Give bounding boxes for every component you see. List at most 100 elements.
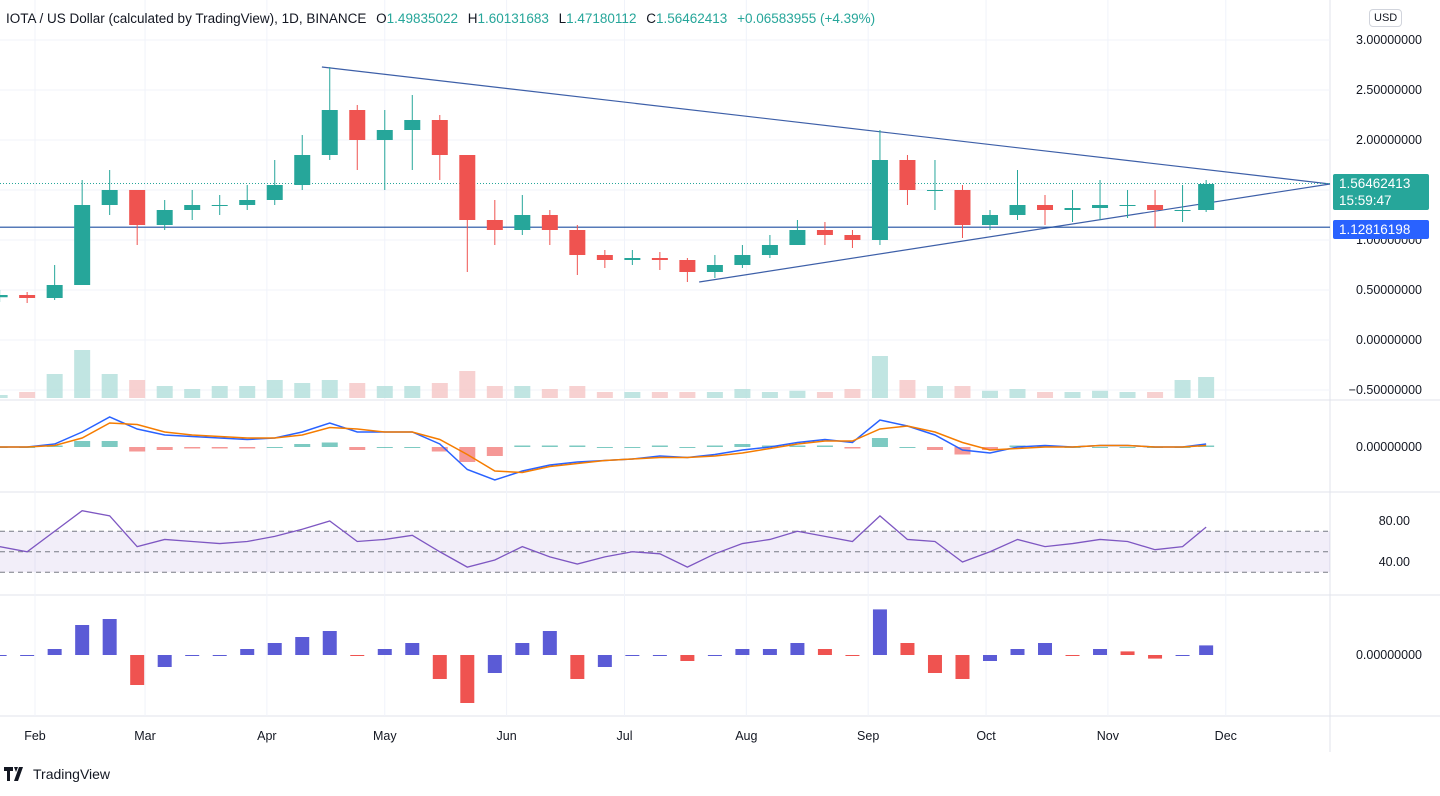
x-tick-label: Nov bbox=[1097, 729, 1120, 743]
candle-body bbox=[294, 155, 311, 185]
oscillator-bar bbox=[900, 643, 915, 655]
oscillator-tick-label: 0.00000000 bbox=[1356, 648, 1422, 662]
price-tick-label: 0.00000000 bbox=[1356, 333, 1422, 347]
volume-bar bbox=[541, 389, 558, 398]
macd-histogram-bar bbox=[294, 444, 311, 447]
price-tick-label: −0.50000000 bbox=[1349, 383, 1422, 397]
volume-bar bbox=[294, 383, 311, 398]
x-tick-label: Jul bbox=[617, 729, 633, 743]
macd-histogram-bar bbox=[486, 447, 503, 456]
macd-histogram-bar bbox=[679, 447, 696, 448]
oscillator-bar bbox=[157, 655, 172, 667]
candle-body bbox=[404, 120, 421, 130]
oscillator-bar bbox=[652, 655, 667, 656]
volume-bar bbox=[871, 356, 888, 398]
volume-bar bbox=[1037, 392, 1054, 398]
oscillator-bar bbox=[1010, 649, 1025, 655]
candle-body bbox=[1064, 208, 1081, 210]
macd-tick-label: 0.00000000 bbox=[1356, 440, 1422, 454]
oscillator-bar bbox=[515, 643, 530, 655]
oscillator-bar bbox=[267, 643, 282, 655]
candle-body bbox=[211, 205, 228, 206]
oscillator-bar bbox=[762, 649, 777, 655]
volume-bar bbox=[459, 371, 476, 398]
macd-histogram-bar bbox=[74, 441, 91, 447]
volume-bar bbox=[1009, 389, 1026, 398]
candle-body bbox=[954, 190, 971, 225]
candle-body bbox=[899, 160, 916, 190]
oscillator-bar bbox=[1175, 655, 1190, 656]
oscillator-bar bbox=[1120, 651, 1135, 655]
volume-bar bbox=[981, 390, 998, 398]
oscillator-bar bbox=[240, 649, 255, 655]
oscillator-bar bbox=[487, 655, 502, 673]
oscillator-bar bbox=[460, 655, 475, 703]
x-tick-label: Dec bbox=[1215, 729, 1237, 743]
oscillator-bar bbox=[735, 649, 750, 655]
candle-body bbox=[101, 190, 118, 205]
oscillator-bar bbox=[322, 631, 337, 655]
oscillator-bar bbox=[817, 649, 832, 655]
low-value: 1.47180112 bbox=[566, 11, 637, 26]
macd-histogram-bar bbox=[156, 447, 173, 450]
volume-bar bbox=[651, 392, 668, 398]
macd-histogram-bar bbox=[266, 447, 283, 448]
candle-body bbox=[596, 255, 613, 260]
volume-bar bbox=[761, 392, 778, 398]
oscillator-bar bbox=[707, 655, 722, 656]
legend-header: IOTA / US Dollar (calculated by TradingV… bbox=[6, 11, 876, 26]
oscillator-bar bbox=[20, 655, 35, 656]
price-tick-label: 3.00000000 bbox=[1356, 33, 1422, 47]
oscillator-bar bbox=[432, 655, 447, 679]
macd-histogram-bar bbox=[789, 445, 806, 447]
x-tick-label: Feb bbox=[24, 729, 46, 743]
candle-body bbox=[1147, 205, 1164, 210]
oscillator-bar bbox=[185, 655, 200, 656]
price-tick-label: 0.50000000 bbox=[1356, 283, 1422, 297]
volume-bar bbox=[101, 374, 118, 398]
macd-histogram-bar bbox=[129, 447, 146, 452]
candle-body bbox=[459, 155, 476, 220]
macd-histogram-bar bbox=[184, 447, 201, 449]
candle-body bbox=[651, 258, 668, 260]
tradingview-logo[interactable]: TradingView bbox=[4, 766, 110, 782]
candle-body bbox=[624, 258, 641, 260]
volume-bar bbox=[926, 386, 943, 398]
volume-bar bbox=[1064, 392, 1081, 398]
volume-bar bbox=[19, 392, 36, 398]
x-tick-label: Apr bbox=[257, 729, 276, 743]
high-value: 1.60131683 bbox=[477, 11, 549, 26]
x-tick-label: May bbox=[373, 729, 397, 743]
volume-bar bbox=[706, 392, 723, 398]
candle-body bbox=[1009, 205, 1026, 215]
volume-bar bbox=[844, 389, 861, 398]
macd-histogram-bar bbox=[596, 447, 613, 448]
oscillator-bar bbox=[597, 655, 612, 667]
volume-bar bbox=[679, 392, 696, 398]
rsi-line bbox=[0, 510, 1207, 568]
candle-body bbox=[734, 255, 751, 265]
candle-body bbox=[789, 230, 806, 245]
currency-button[interactable]: USD bbox=[1369, 9, 1403, 27]
oscillator-bar bbox=[625, 655, 640, 656]
x-tick-label: Oct bbox=[976, 729, 996, 743]
macd-histogram-bar bbox=[651, 445, 668, 447]
volume-bar bbox=[129, 380, 146, 398]
volume-bar bbox=[0, 395, 8, 398]
macd-histogram-bar bbox=[211, 447, 228, 449]
signal-line bbox=[0, 422, 1207, 474]
oscillator-bar bbox=[542, 631, 557, 655]
oscillator-bar bbox=[47, 649, 62, 655]
close-value: 1.56462413 bbox=[655, 11, 728, 26]
oscillator-bar bbox=[75, 625, 90, 655]
oscillator-bar bbox=[102, 619, 117, 655]
candle-body bbox=[981, 215, 998, 225]
macd-histogram-bar bbox=[899, 447, 916, 448]
volume-bar bbox=[211, 386, 228, 398]
candle-body bbox=[46, 285, 63, 298]
volume-bar bbox=[184, 389, 201, 398]
candle-body bbox=[926, 190, 943, 191]
macd-histogram-bar bbox=[239, 447, 256, 449]
volume-bar bbox=[431, 383, 448, 398]
